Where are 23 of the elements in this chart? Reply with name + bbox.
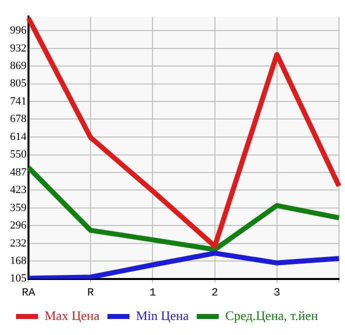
y-tick-label: 550 <box>10 148 27 161</box>
y-tick-label: 168 <box>10 255 27 268</box>
y-tick-label: 932 <box>10 42 26 54</box>
y-tick-label: 105 <box>10 272 27 285</box>
y-tick-label: 996 <box>10 24 27 36</box>
y-tick-label: 741 <box>10 95 26 108</box>
x-tick-label: RA <box>22 287 36 300</box>
x-tick-label: 1 <box>149 287 156 300</box>
legend-label: Min Цена <box>136 308 189 323</box>
y-tick-label: 359 <box>10 202 27 214</box>
legend-label: Max Цена <box>44 308 100 323</box>
y-tick-label: 869 <box>10 60 27 72</box>
y-tick-label: 423 <box>10 184 27 196</box>
y-tick-label: 487 <box>10 166 27 178</box>
y-tick-label: 678 <box>10 113 27 126</box>
y-tick-label: 296 <box>10 219 27 232</box>
y-tick-label: 232 <box>10 237 26 250</box>
legend-label: Сред.Цена, т.йен <box>225 308 318 323</box>
x-tick-label: 3 <box>274 287 280 300</box>
x-tick-label: 2 <box>211 287 218 300</box>
y-tick-label: 614 <box>10 130 27 143</box>
x-tick-label: R <box>87 287 94 300</box>
y-tick-label: 805 <box>10 78 27 90</box>
